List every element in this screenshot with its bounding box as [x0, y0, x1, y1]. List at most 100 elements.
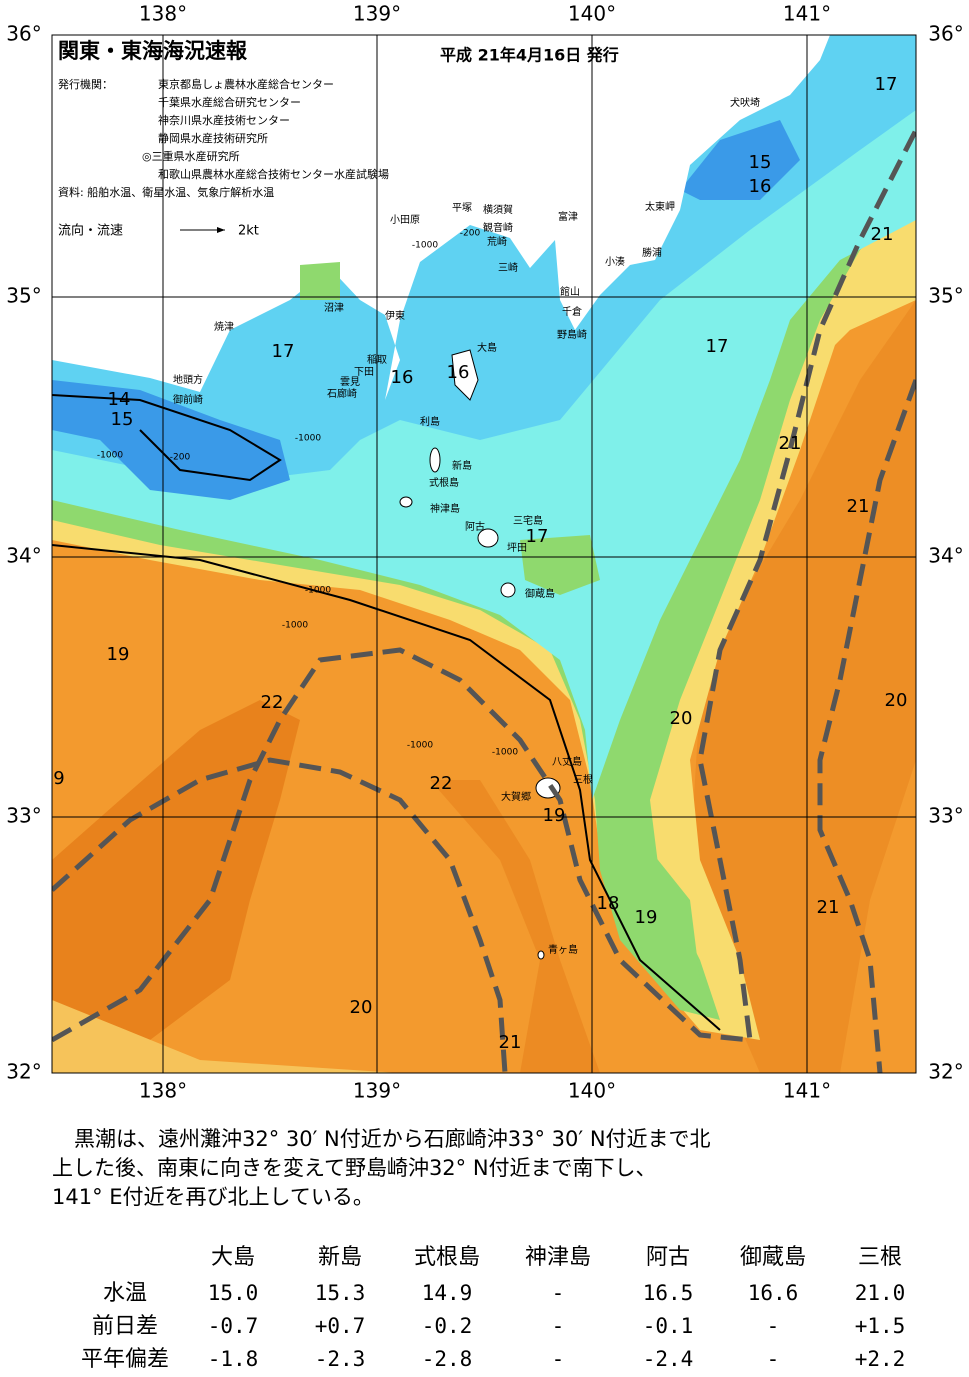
issuers-label: 発行機関： [58, 77, 113, 91]
lat-label: 34° [928, 544, 963, 568]
lon-label: 139° [353, 2, 401, 26]
table-header: 式根島 [414, 1245, 480, 1270]
table-cell: - [767, 1314, 780, 1338]
temperature-label: 15 [111, 409, 134, 430]
place-name: 荒崎 [487, 235, 507, 248]
place-name: 野島崎 [557, 328, 587, 341]
lat-label: 36° [6, 22, 41, 46]
place-name: 雲見 [340, 376, 360, 388]
temperature-label: 15 [749, 152, 772, 173]
row-label: 水温 [103, 1281, 147, 1306]
place-name: 三宅島 [513, 514, 543, 527]
graticule [51, 34, 917, 1074]
place-name: 観音崎 [483, 221, 513, 234]
place-name: 坪田 [507, 541, 527, 554]
place-name: 千倉 [562, 305, 582, 318]
place-name: 新島 [452, 459, 472, 472]
temperature-label: 19 [635, 907, 658, 928]
issuer: ◎三重県水産研究所 [142, 149, 240, 163]
place-name: 式根島 [429, 476, 459, 489]
place-name: 阿古 [465, 520, 485, 533]
temperature-label: 21 [817, 897, 840, 918]
lon-label: 140° [568, 1079, 616, 1103]
place-name: 利島 [420, 415, 440, 428]
table-cell: -2.8 [422, 1347, 473, 1371]
place-name: 八丈島 [552, 755, 582, 768]
depth-label: -1000 [282, 621, 308, 631]
table-cell: -2.4 [643, 1347, 694, 1371]
temperature-label: 21 [499, 1032, 522, 1053]
place-name: 三崎 [498, 261, 518, 274]
place-name: 小田原 [390, 214, 420, 226]
table-cell: +2.2 [855, 1347, 906, 1371]
temperature-label: 21 [779, 433, 802, 454]
place-name: 小湊 [605, 255, 625, 268]
place-name: 犬吠埼 [730, 96, 760, 109]
table-cell: -0.1 [643, 1314, 694, 1338]
depth-label: -200 [170, 453, 191, 463]
table-cell: 21.0 [855, 1281, 906, 1305]
temperature-label: 14 [108, 389, 131, 410]
temperature-label: 21 [847, 496, 870, 517]
table-cell: 16.5 [643, 1281, 694, 1305]
row-label: 平年偏差 [81, 1347, 169, 1372]
temperature-label: 22 [430, 773, 453, 794]
lat-label: 33° [6, 804, 41, 828]
lat-label: 34° [6, 544, 41, 568]
temperature-label: 17 [272, 341, 295, 362]
table-cell: 16.6 [748, 1281, 799, 1305]
temperature-label: 17 [526, 526, 549, 547]
temperature-label: 17 [706, 336, 729, 357]
table-cell: 15.0 [208, 1281, 259, 1305]
place-name: 大島 [477, 341, 497, 354]
lat-label: 35° [928, 284, 963, 308]
row-label: 前日差 [92, 1314, 158, 1339]
lon-label: 141° [783, 2, 831, 26]
place-name: 稲取 [367, 354, 387, 366]
lon-label: 141° [783, 1079, 831, 1103]
temperature-label: 17 [875, 74, 898, 95]
lat-label: 35° [6, 284, 41, 308]
date: 平成 21年4月16日 発行 [440, 46, 619, 65]
depth-label: -1000 [295, 434, 321, 444]
depth-label: -1000 [97, 451, 123, 461]
lon-label: 138° [139, 2, 187, 26]
place-name: 大賀郷 [501, 790, 531, 803]
place-name: 神津島 [430, 502, 460, 515]
description-line: 上した後、南東に向きを変えて野島崎沖32° N付近まで南下し、 [52, 1156, 657, 1180]
title: 関東・東海海況速報 [58, 39, 248, 63]
table-header: 御蔵島 [740, 1245, 806, 1270]
place-name: 勝浦 [642, 246, 662, 259]
place-name: 地頭方 [173, 373, 203, 386]
table-cell: +1.5 [855, 1314, 906, 1338]
depth-label: -1000 [492, 748, 518, 758]
sources: 資料: 船舶水温、衛星水温、気象庁解析水温 [58, 185, 274, 199]
lon-label: 139° [353, 1079, 401, 1103]
lon-label: 138° [139, 1079, 187, 1103]
table-header: 新島 [318, 1245, 362, 1270]
table-cell: -1.8 [208, 1347, 259, 1371]
lat-label: 32° [928, 1060, 963, 1084]
temperature-label: 19 [543, 805, 566, 826]
lat-label: 32° [6, 1060, 41, 1084]
temperature-label: 20 [670, 708, 693, 729]
temperature-label: 16 [447, 362, 470, 383]
temperature-label: 21 [871, 224, 894, 245]
temperature-label: 16 [749, 176, 772, 197]
table-header: 神津島 [525, 1245, 591, 1270]
table-cell: -0.2 [422, 1314, 473, 1338]
depth-label: -1000 [407, 741, 433, 751]
description-line: 141° E付近を再び北上している。 [52, 1185, 374, 1209]
place-name: 御蔵島 [525, 587, 555, 600]
issuer: 千葉県水産総合研究センター [158, 95, 301, 109]
issuer: 静岡県水産技術研究所 [158, 131, 268, 145]
table-cell: -0.7 [208, 1314, 259, 1338]
temperature-label: 19 [107, 644, 130, 665]
place-name: 焼津 [214, 321, 234, 333]
table-cell: - [552, 1281, 565, 1305]
place-name: 下田 [354, 367, 374, 378]
table-cell: 15.3 [315, 1281, 366, 1305]
temperature-label: 9 [53, 768, 64, 789]
legend-speed: 2kt [238, 224, 259, 239]
table-header: 大島 [211, 1245, 255, 1270]
